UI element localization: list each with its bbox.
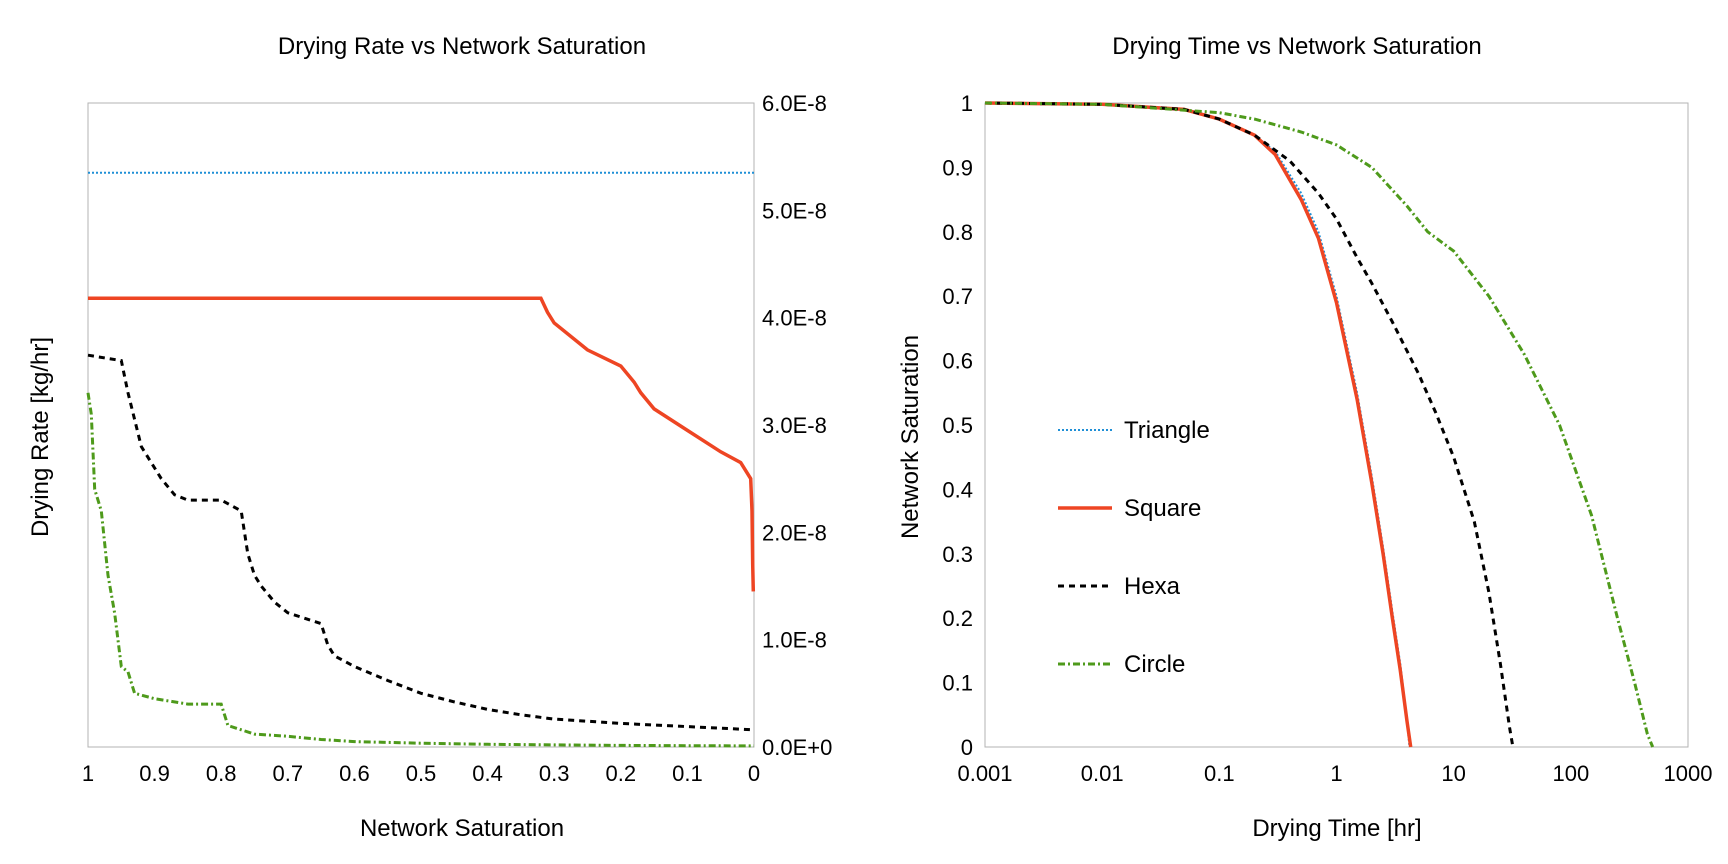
right-y-tick-label: 1 <box>961 91 973 116</box>
right-y-tick-label: 0.4 <box>942 477 973 502</box>
left-x-tick-label: 0.7 <box>273 761 304 786</box>
right-series-group <box>984 101 1655 748</box>
left-series-line-square <box>88 296 756 592</box>
left-x-tick-label: 0.9 <box>139 761 170 786</box>
left-y-tick-label: 0.0E+0 <box>762 735 832 760</box>
right-series-line-circle <box>984 101 1655 748</box>
left-x-tick-label: 0.2 <box>606 761 637 786</box>
legend-label-hexa: Hexa <box>1124 573 1181 600</box>
right-y-axis-title: Network Saturation <box>897 335 924 539</box>
right-y-tick-label: 0.3 <box>942 542 973 567</box>
right-y-tick-labels: 0 0.1 0.2 0.3 0.4 0.5 0.6 0.7 0.8 0.9 1 <box>942 91 973 760</box>
right-x-tick-label: 0.01 <box>1081 761 1124 786</box>
right-y-tick-label: 0 <box>961 735 973 760</box>
left-y-tick-label: 5.0E-8 <box>762 198 827 223</box>
left-series-line-circle <box>86 392 755 748</box>
right-x-tick-label: 1000 <box>1664 761 1713 786</box>
left-series-group <box>86 171 756 748</box>
left-y-tick-labels: 0.0E+0 1.0E-8 2.0E-8 3.0E-8 4.0E-8 5.0E-8 6.0E… <box>762 91 832 760</box>
legend-label-triangle: Triangle <box>1124 417 1210 444</box>
left-x-tick-label: 0.6 <box>339 761 370 786</box>
right-plot-frame <box>984 102 1689 748</box>
right-x-tick-label: 0.1 <box>1204 761 1235 786</box>
right-x-tick-label: 1 <box>1330 761 1342 786</box>
left-x-tick-label: 1 <box>82 761 94 786</box>
left-x-tick-label: 0.3 <box>539 761 570 786</box>
right-x-tick-labels: 0.001 0.01 0.1 1 10 100 1000 <box>957 761 1712 786</box>
right-series-line-square <box>984 101 1413 748</box>
left-x-axis-title: Network Saturation <box>360 815 564 842</box>
right-y-tick-label: 0.8 <box>942 220 973 245</box>
right-x-tick-label: 10 <box>1441 761 1465 786</box>
right-y-tick-label: 0.9 <box>942 155 973 180</box>
right-y-tick-label: 0.6 <box>942 349 973 374</box>
left-x-tick-label: 0.8 <box>206 761 237 786</box>
left-plot-frame <box>87 102 755 748</box>
left-x-tick-label: 0.4 <box>472 761 503 786</box>
left-y-tick-label: 3.0E-8 <box>762 413 827 438</box>
left-x-tick-label: 0.1 <box>672 761 703 786</box>
right-y-tick-label: 0.1 <box>942 671 973 696</box>
right-series-line-hexa <box>984 101 1515 748</box>
left-chart-title: Drying Rate vs Network Saturation <box>278 33 646 60</box>
chart-right: Drying Time vs Network Saturation 00.10.… <box>897 33 1712 842</box>
left-x-tick-labels: 1 0.9 0.8 0.7 0.6 0.5 0.4 0.3 0.2 0.1 0 <box>82 761 760 786</box>
left-x-tick-label: 0 <box>748 761 760 786</box>
right-x-tick-label: 100 <box>1552 761 1589 786</box>
left-y-tick-label: 4.0E-8 <box>762 306 827 331</box>
right-y-tick-label: 0.2 <box>942 606 973 631</box>
left-y-tick-label: 2.0E-8 <box>762 520 827 545</box>
legend: Triangle Square Hexa Circle <box>1058 417 1210 678</box>
legend-label-circle: Circle <box>1124 651 1185 678</box>
right-x-tick-label: 0.001 <box>957 761 1012 786</box>
chart-left: Drying Rate vs Network Saturation 0.0E+0… <box>27 33 832 842</box>
right-y-tick-label: 0.7 <box>942 284 973 309</box>
left-y-tick-label: 1.0E-8 <box>762 628 827 653</box>
right-chart-title: Drying Time vs Network Saturation <box>1112 33 1481 60</box>
left-series-line-hexa <box>87 353 755 732</box>
right-x-axis-title: Drying Time [hr] <box>1252 815 1421 842</box>
right-y-tick-label: 0.5 <box>942 413 973 438</box>
left-y-tick-label: 6.0E-8 <box>762 91 827 116</box>
left-x-tick-label: 0.5 <box>406 761 437 786</box>
left-y-axis-title: Drying Rate [kg/hr] <box>27 337 54 537</box>
legend-label-square: Square <box>1124 495 1201 522</box>
